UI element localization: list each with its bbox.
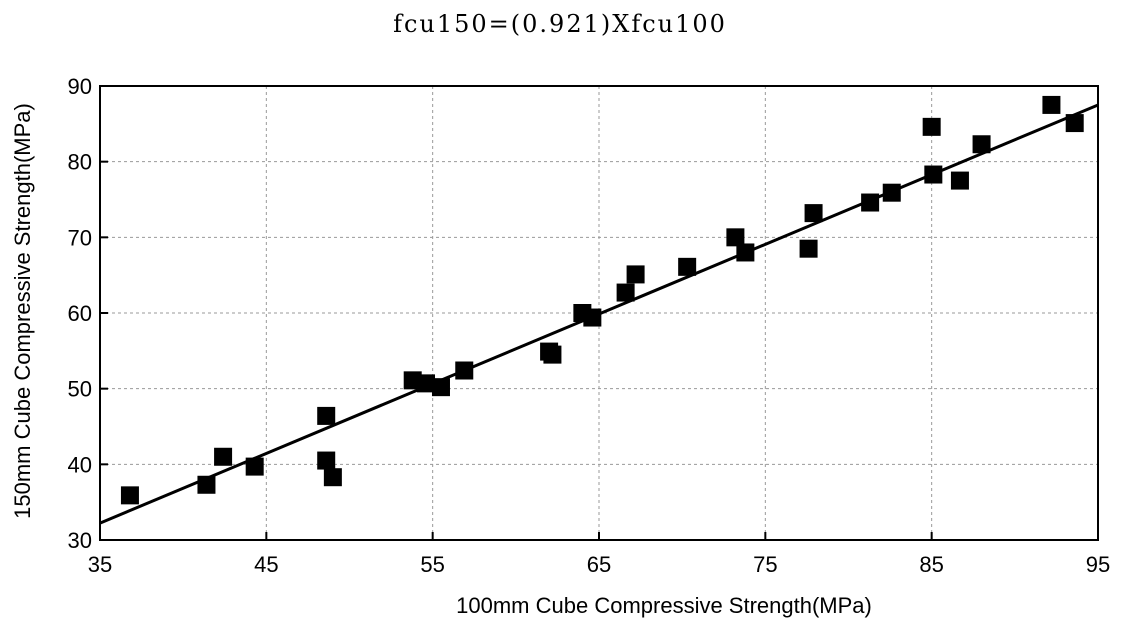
data-points-layer xyxy=(120,95,1084,505)
data-point xyxy=(323,468,342,487)
x-tick-label: 75 xyxy=(753,552,777,577)
data-point xyxy=(972,135,991,154)
y-tick-label: 60 xyxy=(68,301,92,326)
data-point xyxy=(626,265,645,284)
x-tick-label: 45 xyxy=(254,552,278,577)
data-point xyxy=(726,228,745,247)
data-point xyxy=(317,406,336,425)
data-point xyxy=(214,447,233,466)
data-point xyxy=(678,257,697,276)
y-tick-label: 70 xyxy=(68,225,92,250)
data-point xyxy=(417,374,436,393)
data-point xyxy=(583,308,602,327)
data-point xyxy=(543,345,562,364)
x-axis-label: 100mm Cube Compressive Strength(MPa) xyxy=(456,593,872,618)
x-tick-label: 55 xyxy=(420,552,444,577)
data-point xyxy=(736,243,755,262)
y-tick-label: 90 xyxy=(68,74,92,99)
y-tick-label: 30 xyxy=(68,528,92,553)
x-tick-label: 65 xyxy=(587,552,611,577)
data-point xyxy=(317,451,336,470)
x-tick-label: 35 xyxy=(88,552,112,577)
x-tick-label: 85 xyxy=(919,552,943,577)
y-tick-label: 50 xyxy=(68,377,92,402)
x-tick-label: 95 xyxy=(1086,552,1110,577)
y-axis-label: 150mm Cube Compressive Strength(MPa) xyxy=(10,103,35,519)
data-point xyxy=(120,486,139,505)
data-point xyxy=(861,193,880,212)
ticks-layer xyxy=(99,85,1099,541)
data-point xyxy=(431,378,450,397)
data-point xyxy=(455,361,474,380)
y-tick-label: 80 xyxy=(68,150,92,175)
data-point xyxy=(197,475,216,494)
data-point xyxy=(1065,114,1084,133)
data-point xyxy=(950,171,969,190)
data-point xyxy=(1042,95,1061,114)
data-point xyxy=(804,204,823,223)
y-tick-labels: 30 40 50 60 70 80 90 xyxy=(68,74,92,553)
data-point xyxy=(799,239,818,258)
data-point xyxy=(882,183,901,202)
x-tick-labels: 35 45 55 65 75 85 95 xyxy=(88,552,1110,577)
y-tick-label: 40 xyxy=(68,452,92,477)
data-point xyxy=(922,117,941,136)
data-point xyxy=(245,457,264,476)
chart-title: fcu150=(0.921)Xfcu100 xyxy=(393,10,727,38)
data-point xyxy=(616,283,635,302)
data-point xyxy=(924,165,943,184)
